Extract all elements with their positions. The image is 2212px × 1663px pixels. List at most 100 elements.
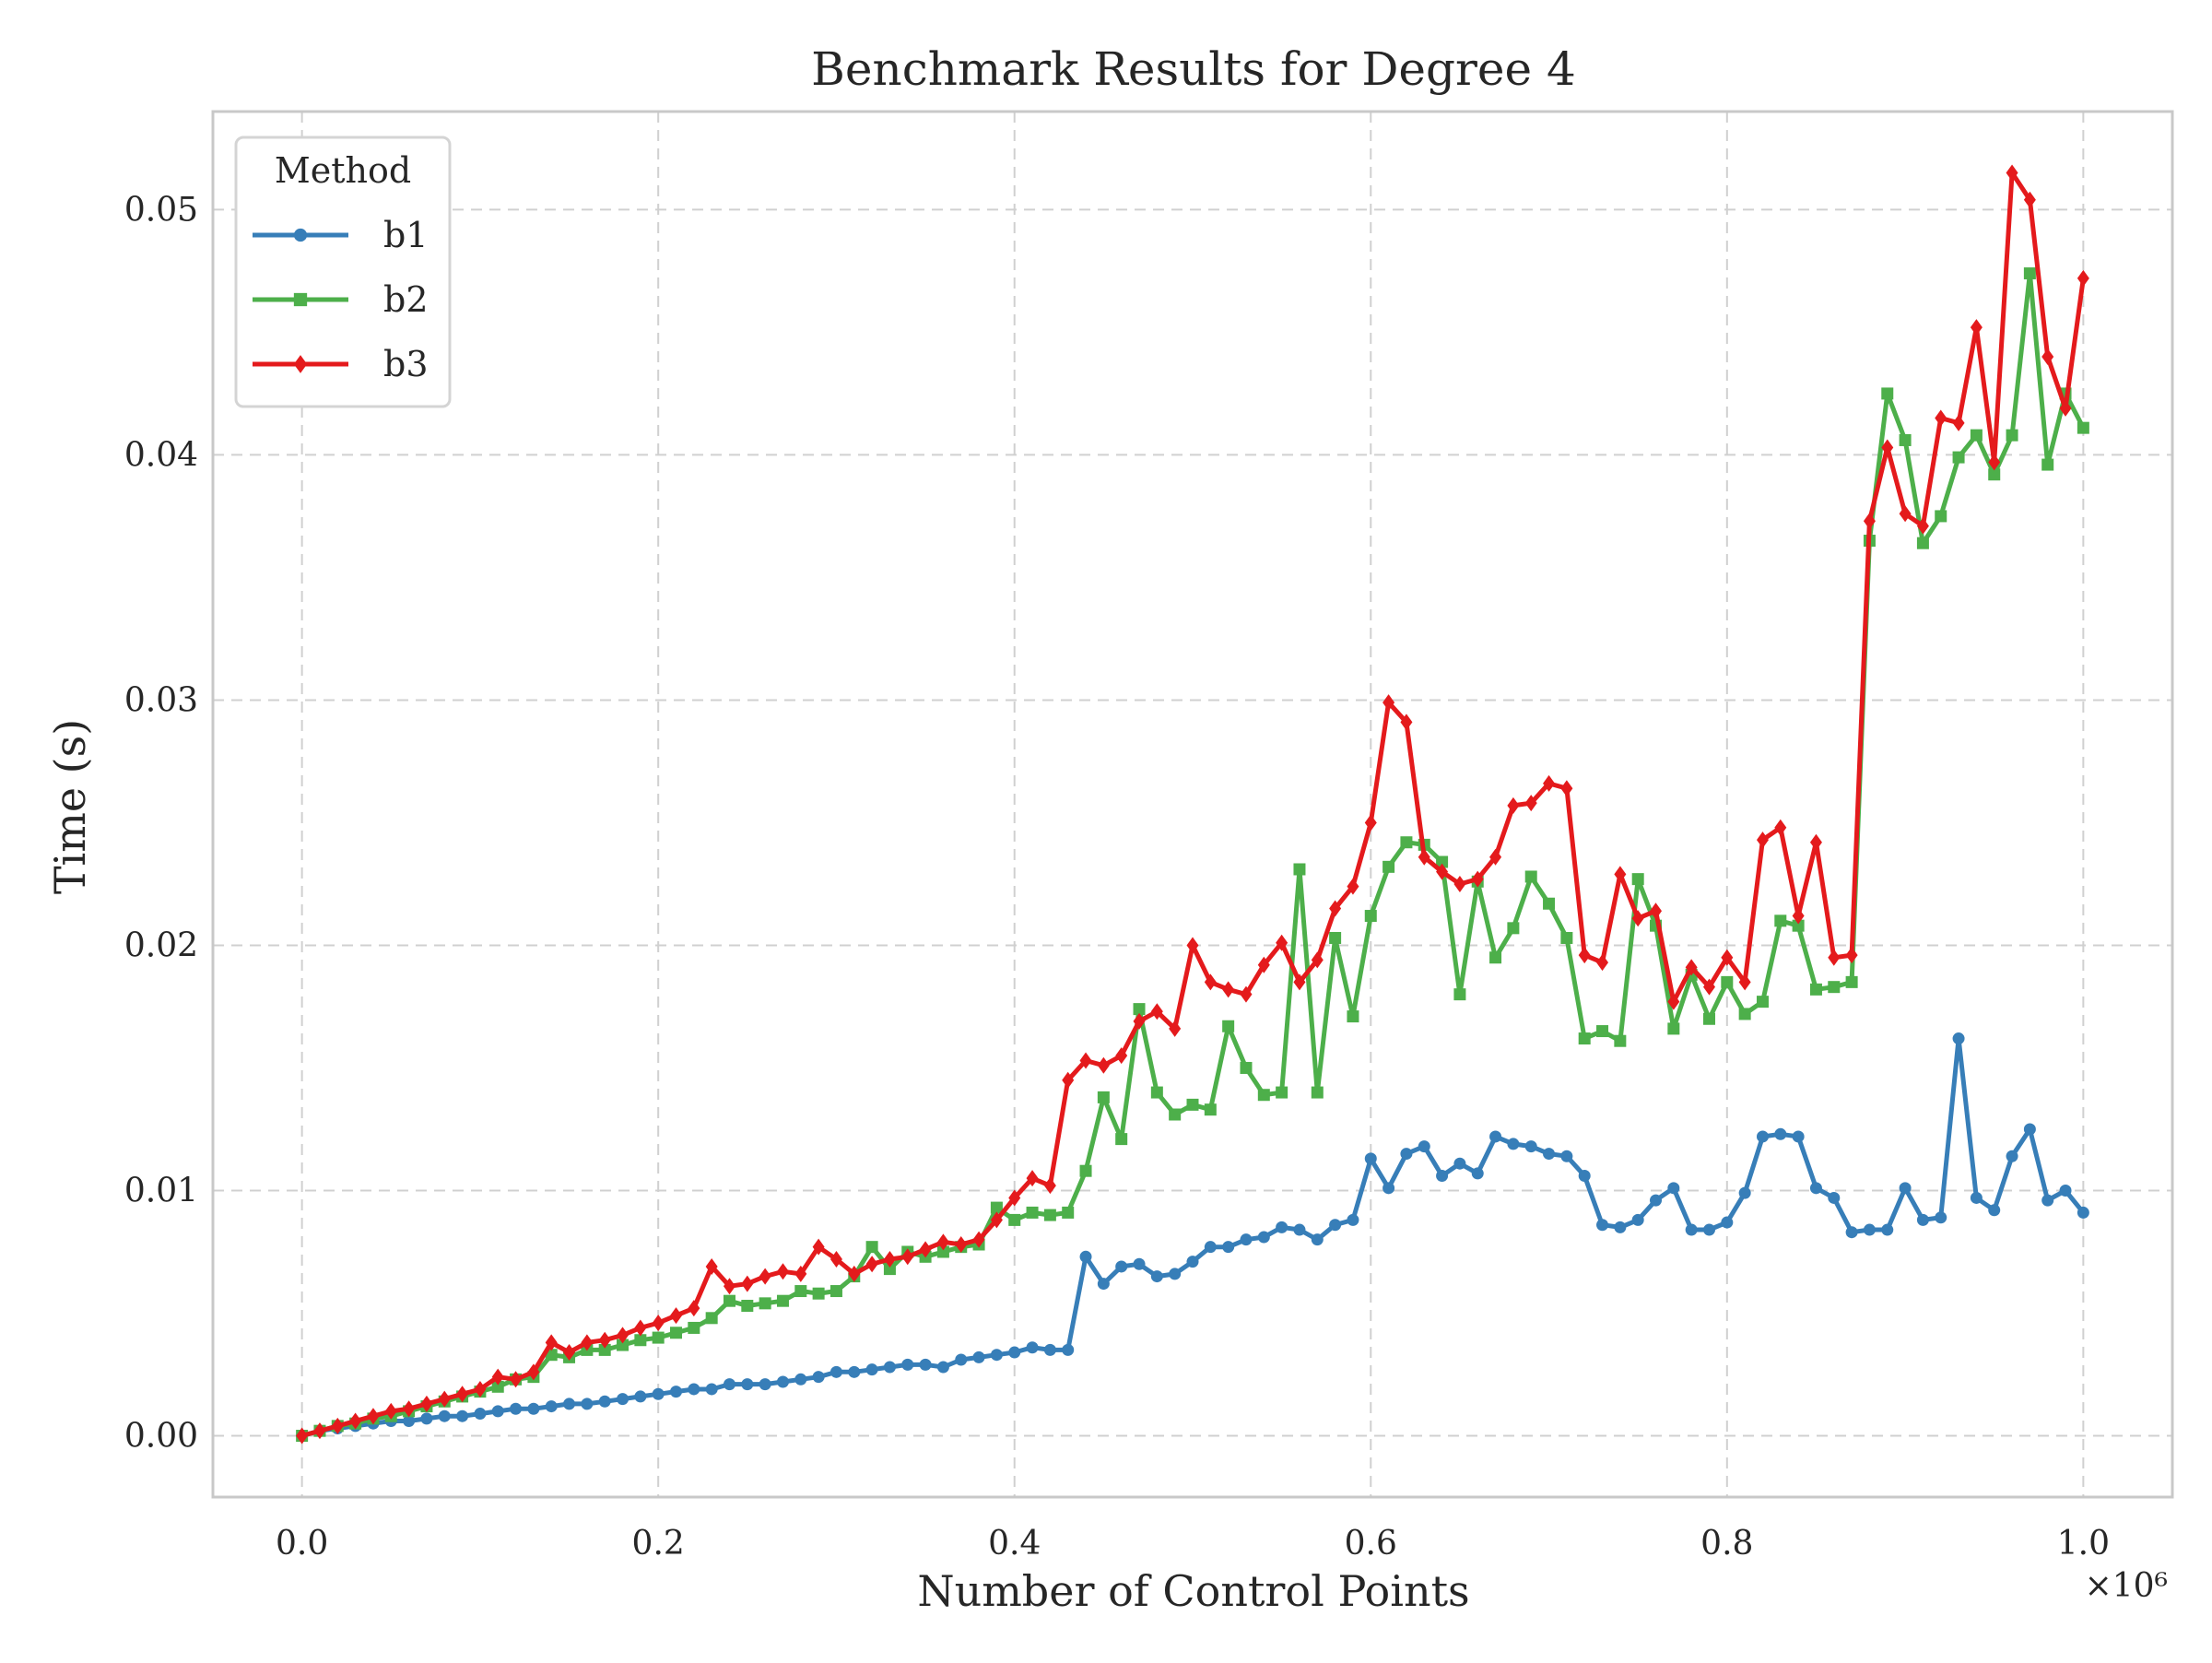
data-point-b3 xyxy=(510,1371,523,1388)
legend-label-b2: b2 xyxy=(383,279,429,320)
data-point-b2 xyxy=(1311,1086,1324,1099)
y-tick-label: 0.03 xyxy=(124,681,198,719)
data-point-b2 xyxy=(1756,996,1769,1008)
data-point-b1 xyxy=(972,1350,985,1363)
data-point-b3 xyxy=(634,1319,647,1337)
data-point-b3 xyxy=(1578,947,1591,964)
data-point-b1 xyxy=(527,1402,540,1415)
data-point-b3 xyxy=(384,1402,397,1420)
data-point-b2 xyxy=(1774,914,1787,927)
data-point-b3 xyxy=(1881,439,1894,456)
data-point-b2 xyxy=(1276,1086,1288,1099)
data-point-b3 xyxy=(331,1417,344,1434)
data-point-b3 xyxy=(349,1412,362,1430)
data-point-b2 xyxy=(1560,931,1573,944)
y-tick-label: 0.00 xyxy=(124,1417,198,1455)
chart-title: Benchmark Results for Degree 4 xyxy=(811,42,1576,96)
data-point-b2 xyxy=(1240,1061,1253,1074)
data-point-b3 xyxy=(2041,348,2054,366)
data-point-b1 xyxy=(1685,1223,1698,1236)
axis-ticks: 0.0 0.2 0.4 0.6 0.8 1.0 0.00 0.01 0.02 0.03 0.04 0.… xyxy=(124,191,2110,1563)
data-point-b3 xyxy=(1115,1047,1128,1065)
data-point-b3 xyxy=(1685,959,1698,976)
data-point-b2 xyxy=(491,1380,504,1393)
data-point-b1 xyxy=(1364,1152,1377,1165)
data-point-b2 xyxy=(990,1201,1003,1214)
data-point-b3 xyxy=(1809,833,1822,851)
data-point-b3 xyxy=(1614,866,1627,883)
legend: Method b1 b2 b3 xyxy=(234,136,452,408)
legend-item-b2: b2 xyxy=(253,279,429,320)
data-point-b1 xyxy=(1150,1270,1163,1283)
data-point-b1 xyxy=(1792,1130,1805,1143)
data-point-b3 xyxy=(420,1395,433,1412)
data-point-b1 xyxy=(1774,1127,1787,1140)
data-point-b3 xyxy=(830,1250,842,1268)
data-point-b2 xyxy=(1596,1025,1609,1038)
data-point-b1 xyxy=(865,1363,878,1376)
data-point-b1 xyxy=(634,1390,647,1403)
data-point-b2 xyxy=(1952,451,1965,464)
data-point-b1 xyxy=(1809,1182,1822,1195)
data-point-b2 xyxy=(883,1263,896,1276)
data-point-b1 xyxy=(420,1412,433,1425)
x-tick-label: 0.6 xyxy=(1345,1525,1397,1563)
data-point-b1 xyxy=(759,1378,771,1391)
data-point-b3 xyxy=(1062,1071,1075,1089)
data-point-b2 xyxy=(794,1285,807,1298)
data-point-b2 xyxy=(1347,1010,1359,1023)
data-point-b1 xyxy=(1204,1241,1217,1254)
data-point-b2 xyxy=(1881,387,1894,400)
data-point-b1 xyxy=(848,1365,861,1378)
data-point-b3 xyxy=(1899,505,1912,523)
data-point-b2 xyxy=(1293,863,1306,876)
data-point-b3 xyxy=(723,1278,735,1295)
data-point-b3 xyxy=(990,1211,1003,1229)
data-point-b1 xyxy=(1436,1170,1449,1183)
data-point-b3 xyxy=(1845,947,1858,964)
data-point-b3 xyxy=(1702,978,1715,996)
x-axis-offset-label: ×10⁶ xyxy=(2085,1567,2168,1605)
data-point-b1 xyxy=(1489,1130,1502,1143)
x-tick-label: 0.0 xyxy=(276,1525,328,1563)
legend-label-b1: b1 xyxy=(383,215,429,255)
data-point-b2 xyxy=(1436,855,1449,868)
data-point-b2 xyxy=(1062,1206,1075,1219)
data-point-b2 xyxy=(652,1331,665,1344)
data-point-b2 xyxy=(1702,1012,1715,1025)
data-point-b1 xyxy=(581,1398,594,1410)
data-point-b3 xyxy=(1916,517,1929,535)
data-point-b2 xyxy=(776,1294,789,1307)
data-point-b3 xyxy=(617,1327,629,1344)
data-point-b3 xyxy=(1097,1056,1110,1074)
data-point-b3 xyxy=(1400,714,1413,731)
data-point-b3 xyxy=(1756,832,1769,849)
data-point-b3 xyxy=(776,1263,789,1280)
data-point-b3 xyxy=(1453,875,1466,892)
data-point-b1 xyxy=(1721,1216,1734,1229)
data-point-b1 xyxy=(1026,1341,1039,1354)
data-point-b3 xyxy=(1596,954,1609,972)
data-point-b3 xyxy=(1631,910,1644,927)
data-point-b1 xyxy=(670,1386,683,1398)
data-point-b3 xyxy=(1543,774,1556,792)
data-point-b1 xyxy=(1881,1223,1894,1236)
data-point-b2 xyxy=(1026,1206,1039,1219)
data-point-b2 xyxy=(2041,458,2054,471)
data-point-b2 xyxy=(1809,983,1822,996)
data-point-b3 xyxy=(563,1344,576,1362)
data-point-b1 xyxy=(919,1358,932,1371)
data-point-b3 xyxy=(1650,902,1663,920)
data-point-b3 xyxy=(919,1241,932,1258)
data-point-b3 xyxy=(1329,900,1342,917)
data-point-b1 xyxy=(1596,1219,1609,1232)
data-point-b2 xyxy=(1614,1034,1627,1047)
data-point-b3 xyxy=(848,1265,861,1282)
data-point-b1 xyxy=(438,1409,451,1422)
data-point-b1 xyxy=(491,1405,504,1418)
data-point-b3 xyxy=(1043,1177,1056,1195)
data-point-b2 xyxy=(1222,1020,1235,1032)
legend-box xyxy=(234,136,452,408)
y-tick-label: 0.02 xyxy=(124,926,198,964)
data-point-b3 xyxy=(313,1422,326,1440)
